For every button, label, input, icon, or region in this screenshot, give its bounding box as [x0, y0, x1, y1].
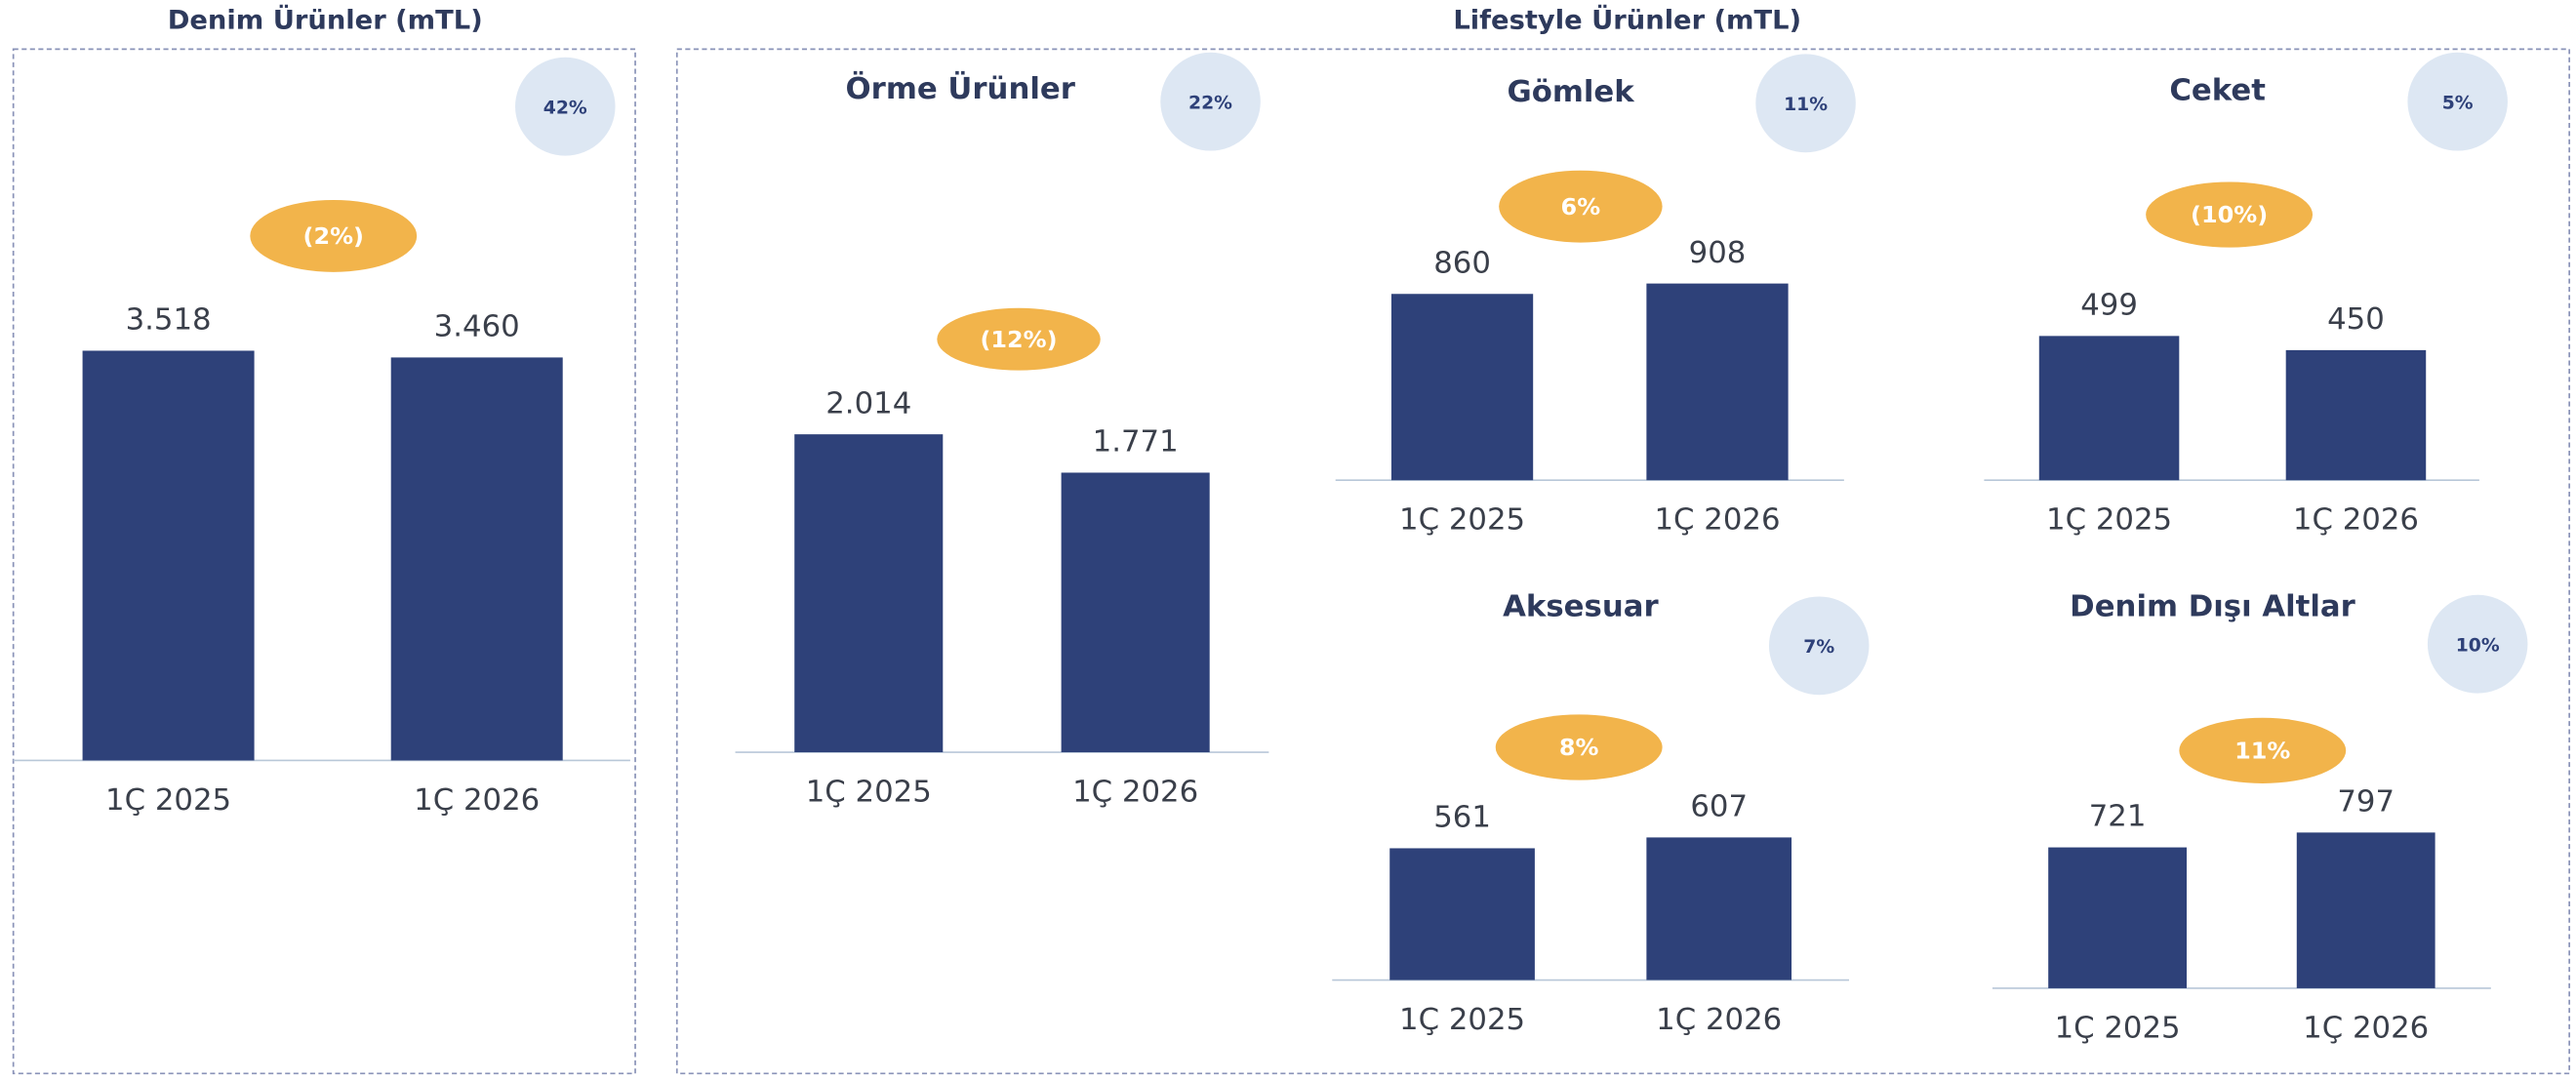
- value-label: 3.518: [126, 303, 212, 338]
- x-tick-label: 1Ç 2026: [414, 783, 540, 818]
- bar: [1390, 294, 1534, 481]
- x-tick-label: 1Ç 2026: [1072, 776, 1198, 810]
- change-badge: [250, 199, 418, 272]
- chart-title: Aksesuar: [1503, 590, 1658, 624]
- x-tick-label: 1Ç 2025: [2055, 1012, 2181, 1046]
- bar: [1646, 283, 1789, 481]
- change-label: (10%): [2191, 201, 2268, 228]
- bar: [2038, 336, 2180, 481]
- chart-title: Ceket: [2169, 74, 2266, 108]
- chart-title: Örme Ürünler: [846, 70, 1075, 106]
- chart-title: Denim Dışı Altlar: [2070, 590, 2355, 624]
- change-label: 8%: [1559, 734, 1599, 761]
- change-label: 11%: [2234, 738, 2290, 765]
- x-tick-label: 1Ç 2025: [1399, 1003, 1525, 1037]
- bar: [2285, 349, 2427, 481]
- x-tick-label: 1Ç 2026: [2293, 503, 2419, 538]
- x-tick-label: 1Ç 2026: [2303, 1012, 2429, 1046]
- group-title: Denim Ürünler (mTL): [168, 3, 483, 35]
- share-label: 5%: [2442, 93, 2474, 113]
- value-label: 860: [1433, 247, 1491, 281]
- change-label: 6%: [1561, 193, 1601, 220]
- bar: [390, 357, 563, 761]
- share-bubble: [2407, 52, 2508, 151]
- share-label: 7%: [1803, 637, 1834, 658]
- share-bubble: [2427, 594, 2528, 694]
- lifestyle-frame: [675, 48, 2571, 1075]
- change-badge: [2179, 717, 2347, 783]
- change-badge: [937, 307, 1101, 371]
- change-label: (12%): [980, 326, 1057, 353]
- bar: [1646, 837, 1792, 980]
- change-badge: [1499, 170, 1663, 243]
- x-tick-label: 1Ç 2026: [1656, 1003, 1782, 1037]
- share-bubble: [1755, 54, 1856, 153]
- x-tick-label: 1Ç 2025: [105, 783, 231, 818]
- value-label: 908: [1689, 236, 1747, 270]
- share-bubble: [515, 57, 616, 156]
- bar: [794, 434, 944, 753]
- value-label: 721: [2089, 800, 2147, 834]
- value-label: 499: [2080, 289, 2138, 323]
- value-label: 797: [2337, 785, 2395, 820]
- x-tick-label: 1Ç 2025: [1399, 503, 1525, 538]
- share-bubble: [1768, 596, 1870, 696]
- share-label: 22%: [1188, 93, 1232, 113]
- x-tick-label: 1Ç 2026: [1654, 503, 1780, 538]
- bar: [1061, 472, 1210, 753]
- bar: [82, 350, 255, 761]
- share-label: 11%: [1784, 95, 1828, 115]
- value-label: 2.014: [825, 387, 911, 421]
- value-label: 1.771: [1093, 425, 1179, 460]
- change-badge: [1495, 714, 1663, 780]
- chart-title: Gömlek: [1508, 75, 1635, 109]
- value-label: 561: [1433, 801, 1491, 835]
- share-bubble: [1160, 52, 1261, 151]
- value-label: 450: [2327, 302, 2385, 337]
- share-label: 10%: [2456, 635, 2500, 656]
- group-title: Lifestyle Ürünler (mTL): [1453, 3, 1801, 35]
- share-label: 42%: [543, 98, 587, 118]
- bar: [1389, 848, 1535, 980]
- x-tick-label: 1Ç 2025: [2046, 503, 2172, 538]
- value-label: 3.460: [434, 310, 520, 344]
- value-label: 607: [1690, 790, 1748, 824]
- change-badge: [2146, 181, 2314, 248]
- denim-frame: [12, 48, 636, 1075]
- bar: [2296, 832, 2435, 988]
- x-tick-label: 1Ç 2025: [806, 776, 932, 810]
- bar: [2048, 847, 2188, 988]
- change-label: (2%): [303, 222, 364, 250]
